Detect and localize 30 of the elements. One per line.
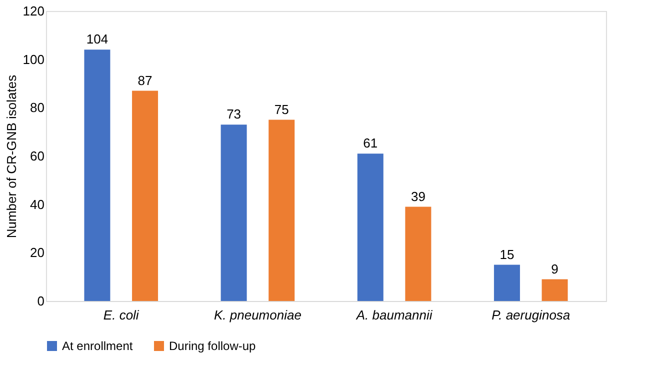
y-tick-label: 120 <box>22 4 44 18</box>
bar <box>132 90 158 301</box>
legend-label: During follow-up <box>169 339 256 353</box>
x-tick-label: P. aeruginosa <box>492 308 570 322</box>
x-tick-label: E. coli <box>103 308 140 322</box>
y-tick-label: 20 <box>30 245 44 260</box>
bar <box>405 206 432 301</box>
bar <box>84 50 110 301</box>
bar <box>357 154 384 301</box>
data-label: 104 <box>86 32 108 47</box>
bar <box>220 124 247 301</box>
bar <box>542 279 568 301</box>
bar <box>494 264 520 301</box>
y-axis-title: Number of CR-GNB isolates <box>4 74 19 238</box>
data-label: 15 <box>500 246 514 262</box>
legend-label: At enrollment <box>62 339 134 353</box>
y-tick-label: 60 <box>30 148 44 164</box>
y-tick-label: 0 <box>37 294 44 308</box>
y-tick-label: 80 <box>30 100 44 116</box>
x-tick-label: A. baumannii <box>355 308 434 322</box>
data-label: 9 <box>551 261 558 276</box>
x-tick-label: K. pneumoniae <box>214 308 302 322</box>
y-tick-label: 100 <box>22 52 44 67</box>
data-label: 73 <box>226 106 242 122</box>
y-tick-label: 40 <box>30 196 44 212</box>
data-label: 39 <box>410 188 426 204</box>
data-label: 75 <box>274 102 289 117</box>
bar <box>268 120 295 301</box>
data-label: 61 <box>363 136 378 151</box>
data-label: 87 <box>138 72 152 88</box>
